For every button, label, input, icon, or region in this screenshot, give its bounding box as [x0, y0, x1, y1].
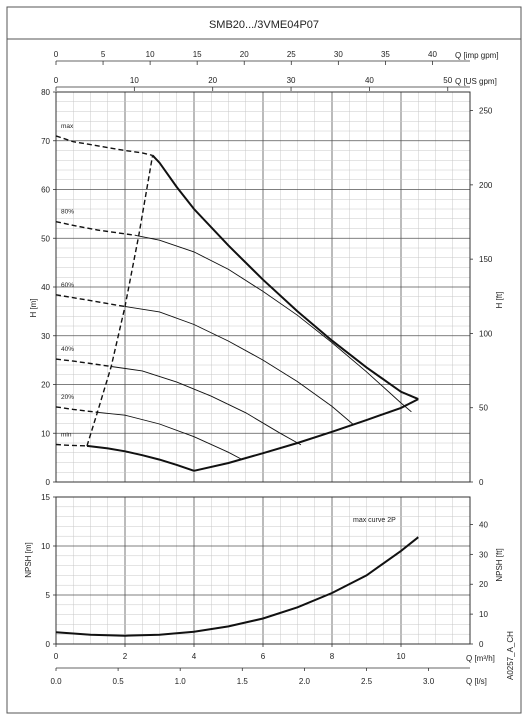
- npsh-x-tick-label: 10: [397, 652, 406, 661]
- head-y-label: H [m]: [29, 298, 38, 317]
- sheet-border: [6, 6, 522, 714]
- head-y-tick-label: 10: [41, 429, 50, 438]
- curve-segment: [111, 366, 302, 446]
- head-y2-tick-label: 0: [479, 478, 484, 487]
- top-axis-us-label: Q [US gpm]: [455, 77, 497, 86]
- npsh-y2-label: NPSH [ft]: [495, 548, 504, 581]
- curve-segment: [86, 444, 195, 472]
- curve-segment: [86, 155, 154, 447]
- imp-tick-label: 40: [428, 50, 437, 59]
- us-tick-label: 40: [365, 76, 374, 85]
- us-tick-label: 50: [443, 76, 452, 85]
- us-tick-label: 20: [208, 76, 217, 85]
- head-y2-tick-label: 100: [479, 329, 493, 338]
- imp-tick-label: 35: [381, 50, 390, 59]
- ls-x-tick-label: 0.5: [113, 677, 125, 686]
- npsh-x-tick-label: 4: [192, 652, 197, 661]
- document-code: A0257_A_CH: [506, 631, 515, 680]
- curve-segment: [151, 154, 419, 401]
- series-label: 20%: [61, 394, 74, 401]
- us-tick-label: 0: [54, 76, 59, 85]
- chart-title: SMB20.../3VME04P07: [209, 19, 319, 31]
- npsh-y-tick-label: 5: [46, 591, 51, 600]
- head-y-tick-label: 40: [41, 283, 50, 292]
- head-chart: 0 10 20 30 40 50 60 70 80 0 50 100 150 200 250 max 80% 6…: [29, 88, 504, 487]
- head-y-tick-label: 0: [46, 478, 51, 487]
- imp-tick-label: 30: [334, 50, 343, 59]
- ls-x-tick-label: 2.5: [361, 677, 373, 686]
- bottom-x-label: Q [m³/h]: [466, 654, 495, 663]
- head-y-tick-label: 30: [41, 332, 50, 341]
- imp-tick-label: 5: [101, 50, 106, 59]
- bottom-axes: 0 2 4 6 8 10 0.0 0.5 1.0 1.5 2.0 2.5 3.0 Q [m³/h] Q …: [50, 631, 515, 686]
- series-label: min: [61, 431, 72, 438]
- npsh-y2-tick-label: 30: [479, 550, 488, 559]
- npsh-x-tick-label: 0: [54, 652, 59, 661]
- npsh-y-tick-label: 15: [41, 493, 50, 502]
- curve-40-: [55, 358, 112, 368]
- imp-tick-label: 15: [193, 50, 202, 59]
- curve-80-: [55, 221, 136, 236]
- curve-segment: [97, 411, 243, 460]
- top-axis-imp: Q [imp gpm] 0 5 10 15 20 25 30 35 40: [54, 50, 499, 65]
- npsh-y-tick-label: 0: [46, 640, 51, 649]
- curve-20-: [55, 406, 98, 413]
- ls-x-tick-label: 1.5: [237, 677, 249, 686]
- bottom-x2-label: Q [l/s]: [466, 677, 487, 686]
- series-label: 40%: [61, 346, 74, 353]
- ls-x-tick-label: 2.0: [299, 677, 311, 686]
- npsh-x-tick-label: 2: [123, 652, 128, 661]
- npsh-y-tick-label: 10: [41, 542, 50, 551]
- npsh-chart: 0 5 10 15 0 10 20 30 40 max curve 2P NPSH [m] NP…: [24, 493, 504, 649]
- ls-x-tick-label: 1.0: [175, 677, 187, 686]
- imp-tick-label: 20: [240, 50, 249, 59]
- head-y2-tick-label: 50: [479, 404, 488, 413]
- curve-segment: [135, 234, 412, 413]
- npsh-x-tick-label: 8: [330, 652, 335, 661]
- head-y2-tick-label: 200: [479, 181, 493, 190]
- curve-segment: [193, 398, 419, 472]
- curve-60-: [55, 294, 126, 308]
- ls-x-tick-label: 3.0: [423, 677, 435, 686]
- series-label: 60%: [61, 282, 74, 289]
- head-y-tick-label: 60: [41, 186, 50, 195]
- head-y-tick-label: 70: [41, 137, 50, 146]
- ls-x-tick-label: 0.0: [50, 677, 62, 686]
- curve-max: [55, 135, 153, 157]
- npsh-y2-tick-label: 0: [479, 640, 484, 649]
- head-y2-label: H [ft]: [495, 292, 504, 309]
- npsh-y2-tick-label: 20: [479, 580, 488, 589]
- top-axis-imp-label: Q [imp gpm]: [455, 51, 499, 60]
- head-y-tick-label: 20: [41, 381, 50, 390]
- head-y-tick-label: 80: [41, 88, 50, 97]
- npsh-y2-tick-label: 10: [479, 610, 488, 619]
- curve-min: [55, 443, 88, 447]
- series-label: 80%: [61, 209, 74, 216]
- us-tick-label: 10: [130, 76, 139, 85]
- curve-max-curve-2p: [55, 536, 419, 637]
- npsh-y2-tick-label: 40: [479, 520, 488, 529]
- imp-tick-label: 25: [287, 50, 296, 59]
- head-y2-tick-label: 150: [479, 255, 493, 264]
- series-label: max: [61, 123, 74, 130]
- us-tick-label: 30: [287, 76, 296, 85]
- curve-segment: [124, 306, 353, 425]
- imp-tick-label: 10: [146, 50, 155, 59]
- npsh-annotation: max curve 2P: [353, 517, 396, 524]
- top-axis-us: Q [US gpm] 0 10 20 30 40 50: [54, 76, 497, 91]
- head-y2-tick-label: 250: [479, 107, 493, 116]
- npsh-y-label: NPSH [m]: [24, 542, 33, 578]
- head-y-tick-label: 50: [41, 234, 50, 243]
- imp-tick-label: 0: [54, 50, 59, 59]
- npsh-x-tick-label: 6: [261, 652, 266, 661]
